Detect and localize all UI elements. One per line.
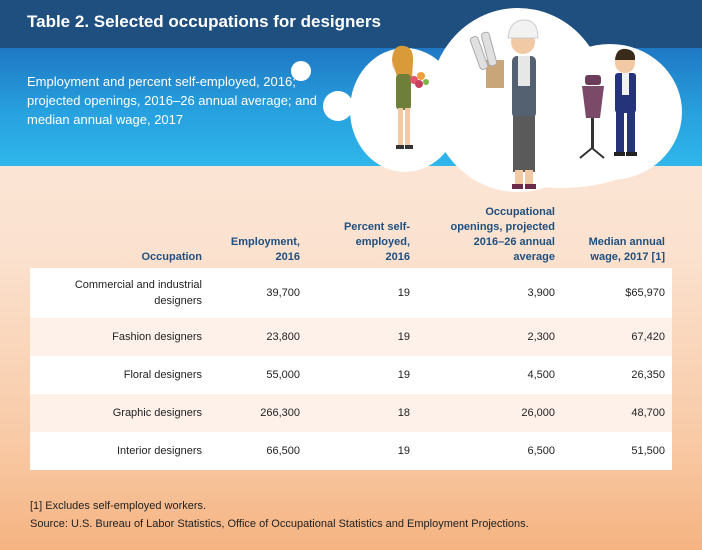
occupations-table: Occupation Employment, 2016 Percent self… xyxy=(30,195,672,470)
table-row: Interior designers 66,500 19 6,500 51,50… xyxy=(30,432,672,470)
cell-occupation: Interior designers xyxy=(117,445,202,457)
cell-wage: 51,500 xyxy=(631,445,665,457)
designers-illustration xyxy=(291,8,682,192)
page-title: Table 2. Selected occupations for design… xyxy=(27,12,381,31)
table-row: Floral designers 55,000 19 4,500 26,350 xyxy=(30,356,672,394)
cell-employment: 39,700 xyxy=(266,287,300,299)
cell-employment: 66,500 xyxy=(266,445,300,457)
bubble-small-icon xyxy=(291,61,311,81)
cell-percent: 19 xyxy=(397,369,410,381)
footnote: [1] Excludes self-employed workers. xyxy=(30,500,207,512)
cell-percent: 19 xyxy=(397,287,410,299)
bubble-medium-icon xyxy=(323,91,353,121)
cell-openings: 3,900 xyxy=(527,287,555,299)
cell-wage: 67,420 xyxy=(631,331,665,343)
cell-percent: 19 xyxy=(397,445,410,457)
cell-openings: 4,500 xyxy=(527,369,555,381)
cell-wage: 26,350 xyxy=(631,369,665,381)
cell-openings: 26,000 xyxy=(521,407,555,419)
industrial-designer-figure xyxy=(469,19,539,189)
cell-occupation: Floral designers xyxy=(123,369,202,381)
cell-wage: 48,700 xyxy=(631,407,665,419)
cell-occupation: Fashion designers xyxy=(112,331,202,343)
table-row: Fashion designers 23,800 19 2,300 67,420 xyxy=(30,318,672,356)
subtitle: Employment and percent self-employed, 20… xyxy=(27,74,317,127)
header-openings: Occupational openings, projected 2016–26… xyxy=(450,206,555,263)
cell-employment: 23,800 xyxy=(266,331,300,343)
cell-employment: 266,300 xyxy=(260,407,300,419)
cell-occupation: Commercial and industrial designers xyxy=(74,279,202,307)
header-percent-self-employed: Percent self-employed, 2016 xyxy=(343,221,410,263)
header-median-wage: Median annual wage, 2017 [1] xyxy=(588,236,665,263)
table-header: Occupation Employment, 2016 Percent self… xyxy=(30,195,672,268)
fashion-designer-figure xyxy=(579,48,637,159)
cell-openings: 2,300 xyxy=(527,331,555,343)
table-row: Commercial and industrial designers 39,7… xyxy=(30,268,672,318)
cell-percent: 19 xyxy=(397,331,410,343)
cell-occupation: Graphic designers xyxy=(112,407,202,419)
source-note: Source: U.S. Bureau of Labor Statistics,… xyxy=(30,518,529,530)
header-occupation: Occupation xyxy=(141,251,202,263)
cell-wage: $65,970 xyxy=(625,287,665,299)
cell-percent: 18 xyxy=(397,407,410,419)
cell-openings: 6,500 xyxy=(527,445,555,457)
cell-employment: 55,000 xyxy=(266,369,300,381)
table-row: Graphic designers 266,300 18 26,000 48,7… xyxy=(30,394,672,432)
title-bar: Table 2. Selected occupations for design… xyxy=(0,0,702,48)
header-employment: Employment, 2016 xyxy=(230,236,300,263)
floral-designer-figure xyxy=(392,45,429,149)
